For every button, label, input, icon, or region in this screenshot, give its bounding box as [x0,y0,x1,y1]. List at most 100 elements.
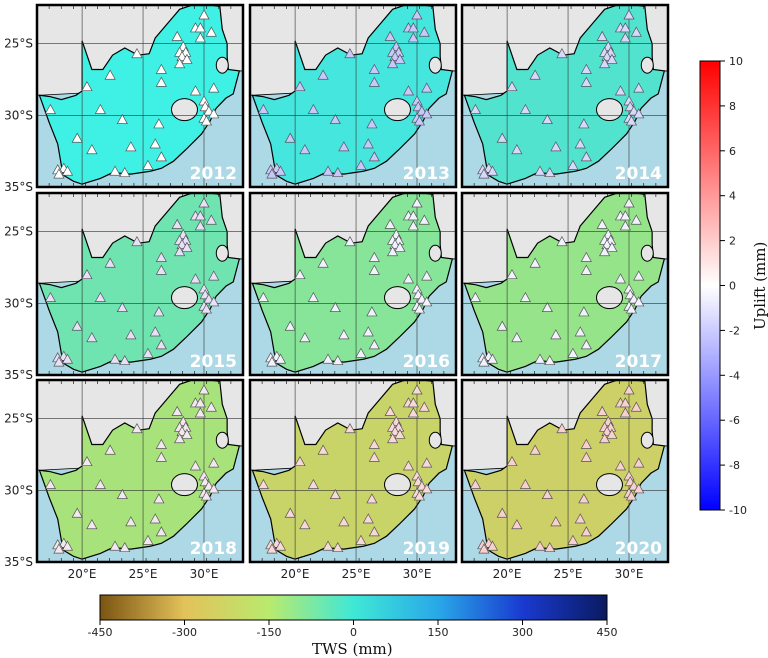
gnss-station-marker [86,332,98,343]
gnss-station-marker [61,353,74,364]
gnss-station-marker [394,428,406,439]
gnss-station-marker [329,113,341,124]
gnss-station-marker [387,246,399,257]
gnss-station-marker [307,103,319,114]
gnss-station-marker [413,490,426,501]
gnss-station-marker [580,151,592,162]
lesotho [595,473,623,497]
gnss-station-marker [149,513,161,524]
eswatini [428,431,442,449]
gnss-station-marker [633,296,645,307]
gnss-station-marker [355,534,367,545]
gnss-station-marker [469,291,482,302]
gnss-station-marker [534,353,546,364]
gnss-station-marker [153,493,165,504]
gnss-station-marker [511,332,523,343]
gnss-station-marker [486,353,499,364]
gnss-station-marker [402,460,415,471]
gnss-station-marker [205,214,217,225]
gnss-station-marker [506,268,518,280]
uplift-tick-label: 6 [729,145,736,158]
gnss-station-marker [142,534,154,545]
gnss-station-marker [368,264,380,275]
gnss-station-marker [355,159,367,170]
gnss-station-marker [200,303,213,314]
gnss-station-marker [541,113,553,124]
gnss-station-marker [614,460,627,471]
gnss-station-marker [208,483,220,494]
gnss-station-marker [580,63,592,74]
gnss-station-marker [407,220,419,231]
gnss-station-marker [71,507,83,518]
lon-tick-label: 20°E [281,567,310,581]
gnss-station-marker [556,423,568,434]
gnss-station-marker [109,540,121,551]
gnss-station-marker [368,63,380,74]
map-panel-2019: 2019 [248,378,458,564]
tws-tick-label: -450 [88,626,113,639]
uplift-colorbar-label: Uplift (mm) [751,241,768,330]
gnss-station-marker [104,257,116,268]
gnss-station-marker [529,69,541,80]
gnss-station-marker [578,306,590,317]
gnss-station-marker [194,32,206,43]
gnss-station-marker [633,483,645,494]
map-panel-2014: 2014 [460,3,670,189]
gnss-station-marker [366,493,378,504]
gnss-station-marker [194,220,206,231]
gnss-station-marker [317,257,329,268]
lon-tick-label: 30°E [190,567,219,581]
gnss-station-marker [368,151,380,162]
gnss-station-marker [116,113,128,124]
gnss-station-marker [407,22,419,33]
gnss-station-marker [421,296,433,307]
gnss-station-marker [171,30,183,41]
eswatini [215,56,229,74]
gnss-station-marker [86,519,98,530]
gnss-station-marker [402,273,415,284]
gnss-station-marker [181,241,193,252]
gnss-station-marker [198,384,210,395]
gnss-station-marker [580,526,592,537]
panel-frame [248,191,458,377]
gnss-station-marker [534,540,546,551]
gnss-station-marker [266,543,278,554]
lesotho [170,473,198,497]
gnss-station-marker [625,490,638,501]
gnss-station-marker [119,166,131,178]
gnss-station-marker [550,329,562,340]
lat-tick-label: 30°S [4,483,33,497]
gnss-station-marker [633,270,645,281]
uplift-tick-label: -6 [729,414,740,427]
gnss-station-marker [623,384,635,395]
gnss-station-marker [71,320,83,331]
gnss-station-marker [266,168,278,179]
gnss-station-marker [368,251,380,262]
gnss-station-marker [266,356,278,367]
gnss-station-marker [174,246,186,257]
gnss-station-marker [194,407,206,418]
gnss-station-marker [550,141,562,152]
gnss-station-marker [155,63,167,74]
gnss-station-marker [44,103,57,114]
gnss-station-marker [208,457,220,468]
gnss-station-marker [208,270,220,281]
gnss-station-marker [131,48,143,59]
panel-frame [460,191,670,377]
gnss-station-marker [344,423,356,434]
gnss-station-marker [411,384,423,395]
map-panel-2017: 2017 [460,191,670,377]
gnss-station-marker [205,401,217,412]
gnss-station-marker [394,241,406,252]
map-panel-2018: 2018 [35,378,245,564]
gnss-station-marker [599,246,611,257]
gnss-station-marker [155,438,167,449]
gnss-station-marker [619,407,631,418]
tws-tick-label: 300 [512,626,533,639]
gnss-station-marker [53,356,65,367]
gnss-station-marker [580,76,592,87]
gnss-station-marker [332,354,344,366]
eswatini [428,244,442,262]
gnss-station-marker [544,541,556,553]
gnss-station-marker [578,493,590,504]
